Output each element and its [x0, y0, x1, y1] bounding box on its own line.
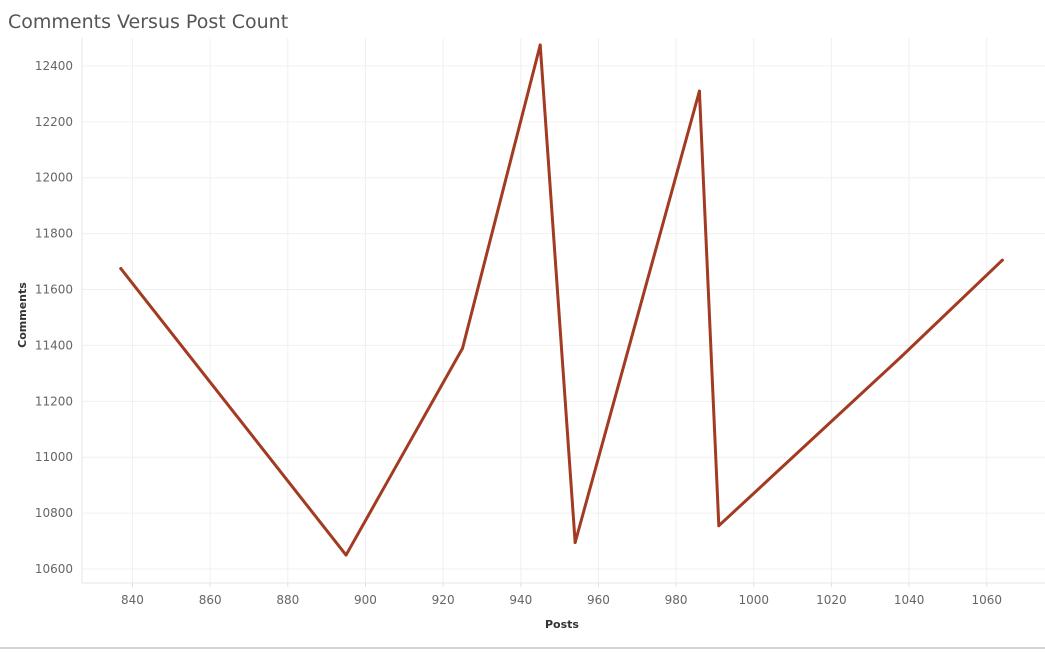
- x-tick-label: 940: [509, 593, 532, 607]
- x-tick-label: 1020: [816, 593, 847, 607]
- data-point: [461, 346, 465, 350]
- x-tick-label: 860: [199, 593, 222, 607]
- y-tick-label: 11600: [35, 283, 73, 297]
- data-point: [899, 355, 903, 359]
- axes: [81, 38, 1045, 587]
- bottom-divider: [0, 647, 1045, 649]
- y-tick-label: 11200: [35, 394, 73, 408]
- data-point: [697, 89, 701, 93]
- y-axis-title: Comments: [16, 282, 29, 348]
- data-point: [538, 43, 542, 47]
- x-tick-label: 880: [276, 593, 299, 607]
- y-tick-label: 10800: [35, 506, 73, 520]
- y-tick-label: 12000: [35, 171, 73, 185]
- series-layer: [119, 43, 1004, 557]
- chart-title: Comments Versus Post Count: [8, 11, 289, 33]
- y-tick-label: 11000: [35, 450, 73, 464]
- gridlines: [82, 38, 1045, 583]
- data-point: [717, 524, 721, 528]
- x-tick-label: 920: [432, 593, 455, 607]
- x-tick-label: 1040: [894, 593, 925, 607]
- x-tick-label: 1000: [738, 593, 769, 607]
- data-point: [344, 553, 348, 557]
- x-tick-label: 900: [354, 593, 377, 607]
- x-tick-label: 960: [587, 593, 610, 607]
- x-tick-label: 840: [121, 593, 144, 607]
- x-tick-label: 1060: [971, 593, 1002, 607]
- x-axis-title: Posts: [545, 618, 579, 631]
- y-tick-label: 11400: [35, 338, 73, 352]
- x-tick-label: 980: [665, 593, 688, 607]
- y-tick-label: 11800: [35, 227, 73, 241]
- y-tick-label: 12200: [35, 115, 73, 129]
- data-point: [1000, 258, 1004, 262]
- tick-labels: 840 860 880 900 920 940 960 980 1000 1020 1040 1060…: [35, 59, 1002, 607]
- data-point: [119, 267, 123, 271]
- y-tick-label: 10600: [35, 562, 73, 576]
- data-point: [573, 540, 577, 544]
- y-tick-label: 12400: [35, 59, 73, 73]
